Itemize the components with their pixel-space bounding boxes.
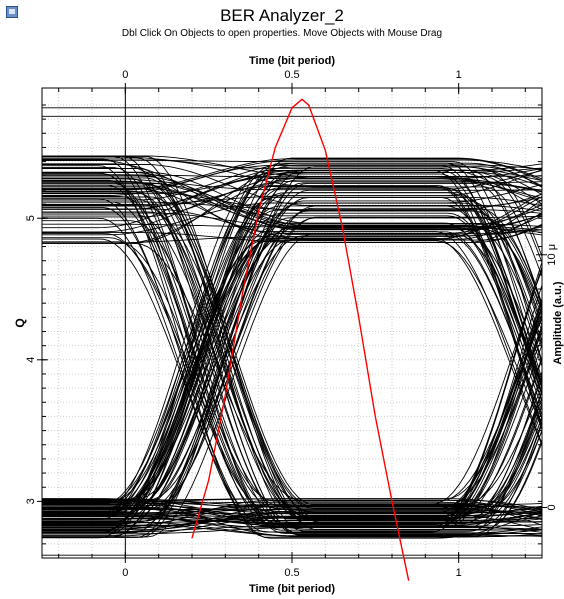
x-tick-label-bottom: 1 — [456, 567, 462, 579]
x-tick-label-bottom: 0 — [122, 567, 128, 579]
y-tick-label-left: 5 — [25, 215, 37, 221]
y-tick-label-right: 0 — [546, 504, 558, 510]
x-tick-label-top: 1 — [456, 69, 462, 81]
instruction-hint: Dbl Click On Objects to open properties.… — [121, 28, 443, 39]
x-tick-label-top: 0 — [122, 69, 128, 81]
axes: 0 0 0.5 0.5 1 1 3 4 5 0 10 μ — [25, 69, 558, 579]
x-tick-label-bottom: 0.5 — [284, 567, 299, 579]
x-axis-label-bottom: Time (bit period) — [249, 583, 335, 595]
y-tick-label-left: 3 — [25, 498, 37, 504]
y-axis-label-right: Amplitude (a.u.) — [552, 281, 564, 364]
window-title: BER Analyzer_2 — [220, 6, 344, 25]
q-factor-curve — [191, 98, 410, 581]
q-curve — [191, 98, 410, 581]
x-axis-label-top: Time (bit period) — [249, 55, 335, 67]
y-axis-label-left: Q — [13, 318, 27, 327]
analyzer-app-icon — [6, 6, 18, 18]
x-tick-label-top: 0.5 — [284, 69, 299, 81]
y-tick-label-left: 4 — [25, 357, 37, 363]
y-tick-label-right: 10 μ — [546, 244, 558, 266]
